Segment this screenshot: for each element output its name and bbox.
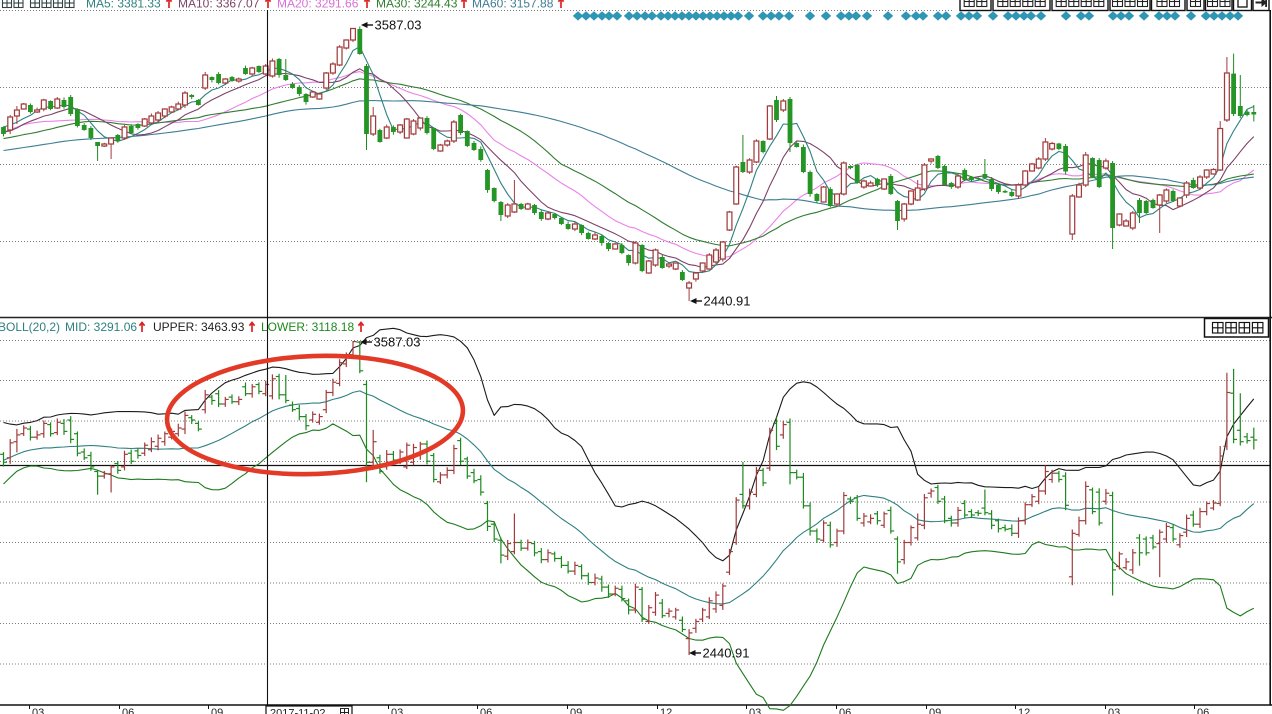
svg-text:MA5: 3381.33: MA5: 3381.33 xyxy=(86,0,161,11)
svg-text:3587.03: 3587.03 xyxy=(374,335,421,350)
svg-text:MA20: 3291.66: MA20: 3291.66 xyxy=(277,0,359,11)
svg-text:2440.91: 2440.91 xyxy=(704,294,751,309)
svg-text:LOWER: 3118.18: LOWER: 3118.18 xyxy=(261,320,354,334)
svg-text:03: 03 xyxy=(1108,707,1120,714)
svg-text:MID: 3291.06: MID: 3291.06 xyxy=(65,320,137,334)
svg-text:03: 03 xyxy=(32,707,44,714)
svg-text:12: 12 xyxy=(1018,707,1030,714)
svg-text:03: 03 xyxy=(391,707,403,714)
svg-text:03: 03 xyxy=(749,707,761,714)
svg-text:2017-11-02: 2017-11-02 xyxy=(270,708,325,714)
svg-text:3587.03: 3587.03 xyxy=(375,18,422,33)
svg-text:09: 09 xyxy=(570,707,582,714)
svg-text:09: 09 xyxy=(929,707,941,714)
svg-text:2440.91: 2440.91 xyxy=(703,646,750,661)
svg-text:12: 12 xyxy=(660,707,672,714)
svg-text:UPPER: 3463.93: UPPER: 3463.93 xyxy=(153,320,245,334)
svg-text:09: 09 xyxy=(211,707,223,714)
svg-text:MA10: 3367.07: MA10: 3367.07 xyxy=(178,0,260,11)
svg-text:06: 06 xyxy=(839,707,851,714)
svg-text:06: 06 xyxy=(1197,707,1209,714)
svg-text:MA60: 3157.88: MA60: 3157.88 xyxy=(472,0,554,11)
svg-text:BOLL(20,2): BOLL(20,2) xyxy=(0,320,60,334)
svg-text:06: 06 xyxy=(480,707,492,714)
svg-text:06: 06 xyxy=(122,707,134,714)
svg-text:MA30: 3244.43: MA30: 3244.43 xyxy=(376,0,458,11)
